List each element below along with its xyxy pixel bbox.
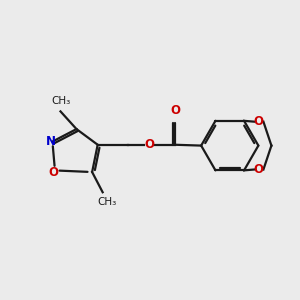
Text: O: O: [48, 166, 58, 178]
Text: CH₃: CH₃: [51, 95, 70, 106]
Text: CH₃: CH₃: [97, 197, 116, 207]
Text: O: O: [254, 115, 264, 128]
Text: O: O: [170, 104, 180, 117]
Text: O: O: [144, 138, 154, 151]
Text: O: O: [254, 163, 264, 176]
Text: N: N: [46, 135, 56, 148]
